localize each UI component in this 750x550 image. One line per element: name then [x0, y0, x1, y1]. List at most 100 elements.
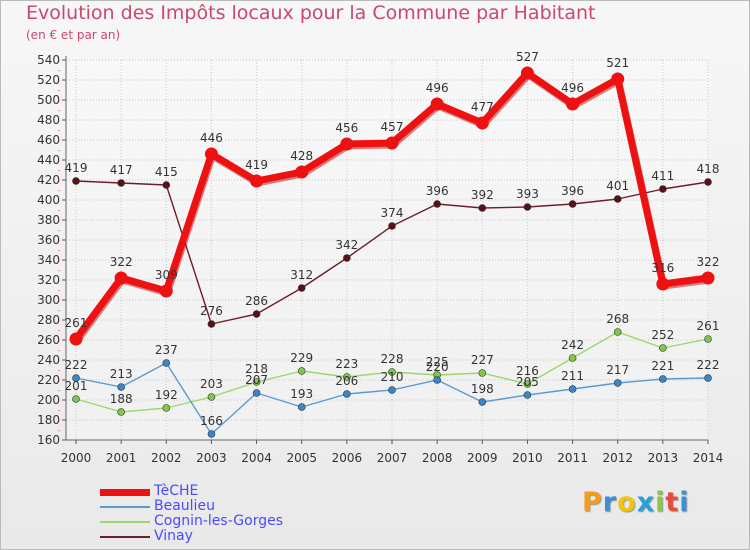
data-point — [388, 386, 396, 394]
data-label: 229 — [290, 351, 313, 365]
x-tick-label: 2010 — [512, 451, 543, 465]
legend-swatch — [100, 536, 150, 538]
data-label: 392 — [471, 188, 494, 202]
data-point — [566, 97, 580, 111]
x-tick-label: 2005 — [286, 451, 317, 465]
data-label: 342 — [335, 238, 358, 252]
y-tick-label: 160 — [37, 433, 60, 447]
data-label: 496 — [426, 81, 449, 95]
data-point — [204, 147, 218, 161]
data-label: 401 — [606, 179, 629, 193]
legend-label: Cognin-les-Gorges — [154, 513, 283, 529]
data-point — [568, 385, 577, 393]
data-point — [252, 389, 261, 397]
x-tick-label: 2014 — [693, 451, 724, 465]
data-point — [295, 165, 309, 179]
data-point — [613, 195, 622, 203]
data-label: 456 — [335, 121, 358, 135]
data-point — [252, 378, 261, 386]
y-tick-label: 460 — [37, 133, 60, 147]
logo-letter: r — [602, 487, 618, 518]
data-point — [117, 179, 125, 187]
data-label: 396 — [561, 184, 584, 198]
data-point — [250, 174, 264, 188]
data-point — [162, 359, 171, 367]
data-point — [72, 177, 80, 185]
data-point — [385, 136, 399, 150]
data-point — [659, 375, 667, 383]
data-label: 316 — [651, 261, 674, 275]
data-point — [613, 379, 622, 387]
data-label: 222 — [65, 358, 88, 372]
series-vinay — [72, 177, 712, 328]
series-teche — [69, 66, 715, 346]
data-point — [611, 72, 625, 86]
data-point — [69, 332, 83, 346]
legend-label: Vinay — [154, 528, 193, 544]
data-point — [343, 373, 351, 381]
data-point — [72, 374, 80, 382]
grid-lines — [66, 59, 709, 441]
legend-label: Beaulieu — [154, 498, 215, 514]
data-point — [704, 178, 712, 186]
data-point — [162, 181, 171, 189]
y-tick-label: 320 — [37, 273, 60, 287]
data-point — [117, 408, 125, 416]
data-label: 527 — [516, 50, 539, 64]
logo-letter: i — [679, 487, 690, 518]
x-tick-label: 2000 — [61, 451, 92, 465]
data-point — [659, 185, 667, 193]
data-point — [704, 374, 712, 382]
legend-swatch — [100, 506, 150, 508]
x-tick-label: 2013 — [648, 451, 679, 465]
logo-letter: i — [655, 487, 666, 518]
data-label: 166 — [200, 414, 223, 428]
series-layer — [69, 66, 715, 438]
data-point — [252, 310, 261, 318]
data-point — [520, 66, 534, 80]
x-tick-label: 2011 — [557, 451, 588, 465]
y-tick-label: 340 — [37, 253, 60, 267]
data-point — [433, 200, 441, 208]
y-tick-label: 380 — [37, 213, 60, 227]
data-point — [297, 367, 306, 375]
data-point — [475, 116, 489, 130]
y-tick-label: 200 — [37, 393, 60, 407]
data-point — [523, 391, 532, 399]
data-label: 205 — [516, 375, 539, 389]
data-label: 428 — [290, 149, 313, 163]
data-label: 221 — [651, 359, 674, 373]
logo-letter: t — [665, 487, 680, 518]
x-tick-label: 2002 — [151, 451, 182, 465]
data-point — [704, 335, 712, 343]
data-label: 216 — [516, 364, 539, 378]
data-point — [388, 368, 396, 376]
data-point — [207, 430, 216, 438]
data-point — [297, 403, 306, 411]
data-point — [568, 200, 577, 208]
y-tick-label: 440 — [37, 153, 60, 167]
data-point — [343, 390, 351, 398]
data-label: 393 — [516, 187, 539, 201]
y-tick-label: 480 — [37, 113, 60, 127]
data-label: 192 — [155, 388, 178, 402]
data-label: 261 — [65, 316, 88, 330]
data-point — [659, 344, 667, 352]
data-point — [430, 97, 444, 111]
data-labels: 419 417 415 276 286 312 342 374 396 392 393 396 401 4… — [65, 50, 720, 428]
y-tick-label: 500 — [37, 93, 60, 107]
data-label: 268 — [606, 312, 629, 326]
data-point — [340, 137, 354, 151]
data-point — [207, 320, 216, 328]
data-label: 188 — [110, 392, 133, 406]
y-tick-label: 280 — [37, 313, 60, 327]
data-label: 222 — [697, 358, 720, 372]
y-tick-label: 540 — [37, 53, 60, 67]
y-tick-label: 180 — [37, 413, 60, 427]
data-label: 521 — [606, 56, 629, 70]
data-label: 213 — [110, 367, 133, 381]
legend-label: TèCHE — [154, 483, 199, 499]
data-label: 446 — [200, 131, 223, 145]
data-label: 211 — [561, 369, 584, 383]
